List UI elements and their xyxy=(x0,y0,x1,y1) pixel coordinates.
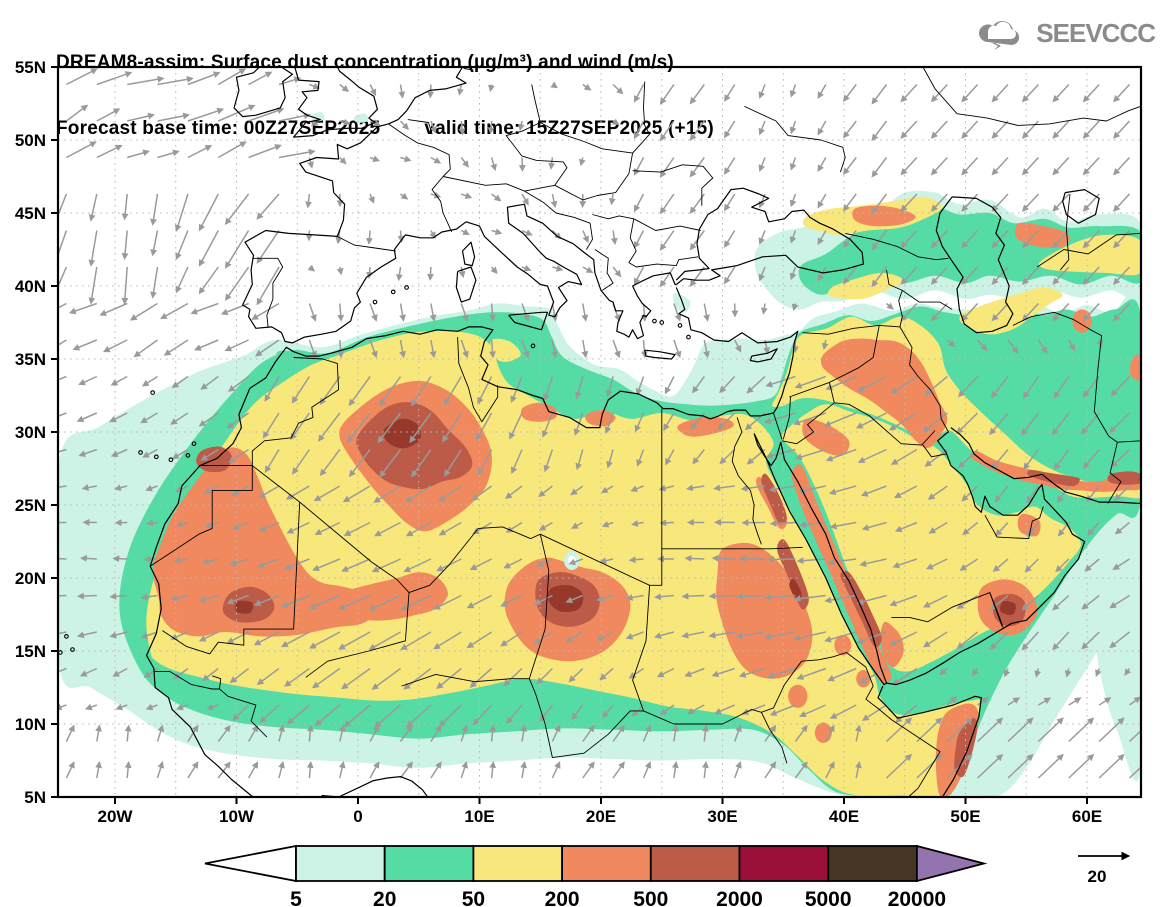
lat-tick-label: 45N xyxy=(15,204,46,223)
lon-tick-label: 20E xyxy=(586,807,616,826)
lon-tick-label: 10E xyxy=(464,807,494,826)
colorbar: 5 20 50 200 500 2000 5000 20000 xyxy=(204,844,988,907)
lat-tick-label: 50N xyxy=(15,131,46,150)
graticule xyxy=(58,67,1141,797)
colorbar-segment xyxy=(827,845,918,882)
colorbar-tick-label: 50 xyxy=(462,888,485,907)
lon-tick-label: 50E xyxy=(950,807,980,826)
colorbar-tick-label: 20000 xyxy=(888,888,946,907)
lat-tick-label: 35N xyxy=(15,350,46,369)
valid-time-label: valid time: 15Z27SEP2025 (+15) xyxy=(424,118,714,139)
lat-tick-label: 10N xyxy=(15,715,46,734)
seevccc-logo: SEEVCCC xyxy=(972,16,1156,50)
country-borders xyxy=(149,67,1141,797)
latitude-axis: 55N 50N 45N 40N 35N 30N 25N 20N 15N 10N 5N xyxy=(15,58,46,807)
colorbar-segment xyxy=(738,845,830,882)
colorbar-segment xyxy=(649,845,741,882)
colorbar-segment xyxy=(561,845,652,882)
lon-tick-label: 60E xyxy=(1072,807,1102,826)
lon-tick-label: 20W xyxy=(98,807,134,826)
colorbar-tick-label: 500 xyxy=(633,888,668,907)
coastlines xyxy=(58,67,1141,797)
lat-tick-label: 5N xyxy=(24,788,46,807)
colorbar-segment xyxy=(383,845,475,882)
lat-tick-label: 55N xyxy=(15,58,46,77)
wind-reference: 20 xyxy=(1078,851,1131,886)
lon-tick-label: 0 xyxy=(353,807,362,826)
lat-tick-label: 25N xyxy=(15,496,46,515)
longitude-axis: 20W 10W 0 10E 20E 30E 40E 50E 60E xyxy=(98,807,1103,826)
lat-tick-label: 30N xyxy=(15,423,46,442)
cloud-icon xyxy=(979,21,1020,50)
colorbar-under-arrow xyxy=(204,844,297,883)
lat-tick-label: 15N xyxy=(15,642,46,661)
colorbar-over-arrow xyxy=(916,844,988,883)
lat-tick-label: 40N xyxy=(15,277,46,296)
wind-reference-label: 20 xyxy=(1088,867,1107,886)
wind-vectors xyxy=(58,68,1141,779)
colorbar-tick-label: 20 xyxy=(373,888,396,907)
colorbar-tick-label: 5000 xyxy=(805,888,852,907)
colorbar-tick-label: 2000 xyxy=(716,888,763,907)
forecast-times: Forecast base time: 00Z27SEP2025 valid t… xyxy=(56,118,714,140)
logo-text: SEEVCCC xyxy=(1036,17,1156,48)
lon-tick-label: 40E xyxy=(829,807,859,826)
colorbar-segment xyxy=(472,845,563,882)
axis-ticks xyxy=(51,66,1088,804)
lon-tick-label: 10W xyxy=(219,807,255,826)
dust-shading xyxy=(58,112,1141,797)
colorbar-segment xyxy=(295,845,386,882)
lat-tick-label: 20N xyxy=(15,569,46,588)
base-time-label: Forecast base time: 00Z27SEP2025 xyxy=(56,118,381,139)
lon-tick-label: 30E xyxy=(707,807,737,826)
colorbar-tick-label: 5 xyxy=(290,888,302,907)
colorbar-tick-label: 200 xyxy=(545,888,580,907)
